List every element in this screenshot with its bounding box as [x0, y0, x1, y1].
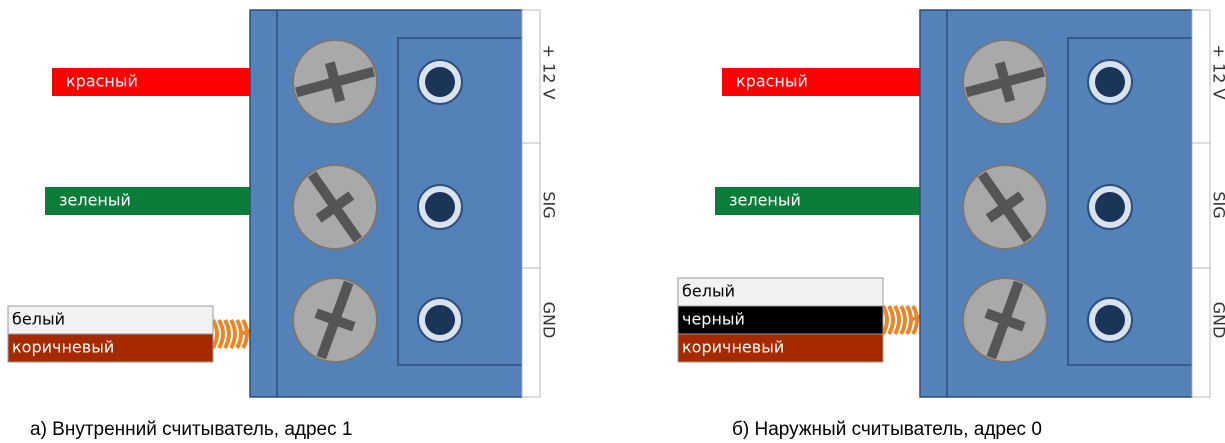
- terminal-label: + 12 V: [1210, 45, 1225, 100]
- coil: [911, 305, 919, 335]
- caption: б) Наружный считыватель, адрес 0: [732, 419, 1042, 440]
- coil: [223, 319, 231, 349]
- coil: [881, 305, 889, 335]
- terminal-label: SIG: [1210, 191, 1225, 218]
- screw-slot: [994, 61, 1016, 103]
- wire-label: черный: [682, 310, 745, 329]
- wire-label: коричневый: [12, 338, 114, 357]
- socket-hole: [425, 192, 455, 222]
- wire: [7, 333, 214, 363]
- wire-label: зеленый: [59, 191, 131, 210]
- wire: [45, 187, 250, 215]
- wire-label: красный: [736, 72, 808, 91]
- wire-label: коричневый: [682, 338, 784, 357]
- terminal-block: [249, 9, 523, 398]
- terminal-label: GND: [1210, 302, 1225, 339]
- coil: [217, 319, 225, 349]
- screw-slot: [315, 191, 355, 223]
- wire: [52, 68, 250, 96]
- wire: [722, 68, 920, 96]
- wire: [677, 333, 884, 363]
- terminal-block: [919, 9, 1193, 398]
- terminal-label: SIG: [540, 191, 559, 218]
- socket-hole: [425, 305, 455, 335]
- wire: [715, 187, 920, 215]
- terminal-label: GND: [540, 302, 559, 339]
- socket-hole: [1095, 305, 1125, 335]
- screw-slot: [324, 61, 346, 103]
- wire: [7, 305, 214, 335]
- wire-label: белый: [682, 282, 735, 301]
- coil: [211, 319, 219, 349]
- socket-hole: [1095, 192, 1125, 222]
- terminal-label: + 12 V: [540, 45, 559, 100]
- coil: [241, 319, 249, 349]
- wire-label: красный: [66, 72, 138, 91]
- wire-label: зеленый: [729, 191, 801, 210]
- wire-label: белый: [12, 310, 65, 329]
- coil: [229, 319, 237, 349]
- screw-slot: [985, 191, 1025, 223]
- caption: а) Внутренний считыватель, адрес 1: [30, 419, 352, 440]
- wire: [677, 277, 884, 307]
- screw-slot: [984, 308, 1026, 332]
- label-strip: [1191, 9, 1211, 398]
- coil: [893, 305, 901, 335]
- coil: [887, 305, 895, 335]
- socket-hole: [425, 67, 455, 97]
- coil: [899, 305, 907, 335]
- socket-hole: [1095, 67, 1125, 97]
- label-strip: [521, 9, 541, 398]
- wire: [677, 305, 884, 335]
- screw-slot: [314, 308, 356, 332]
